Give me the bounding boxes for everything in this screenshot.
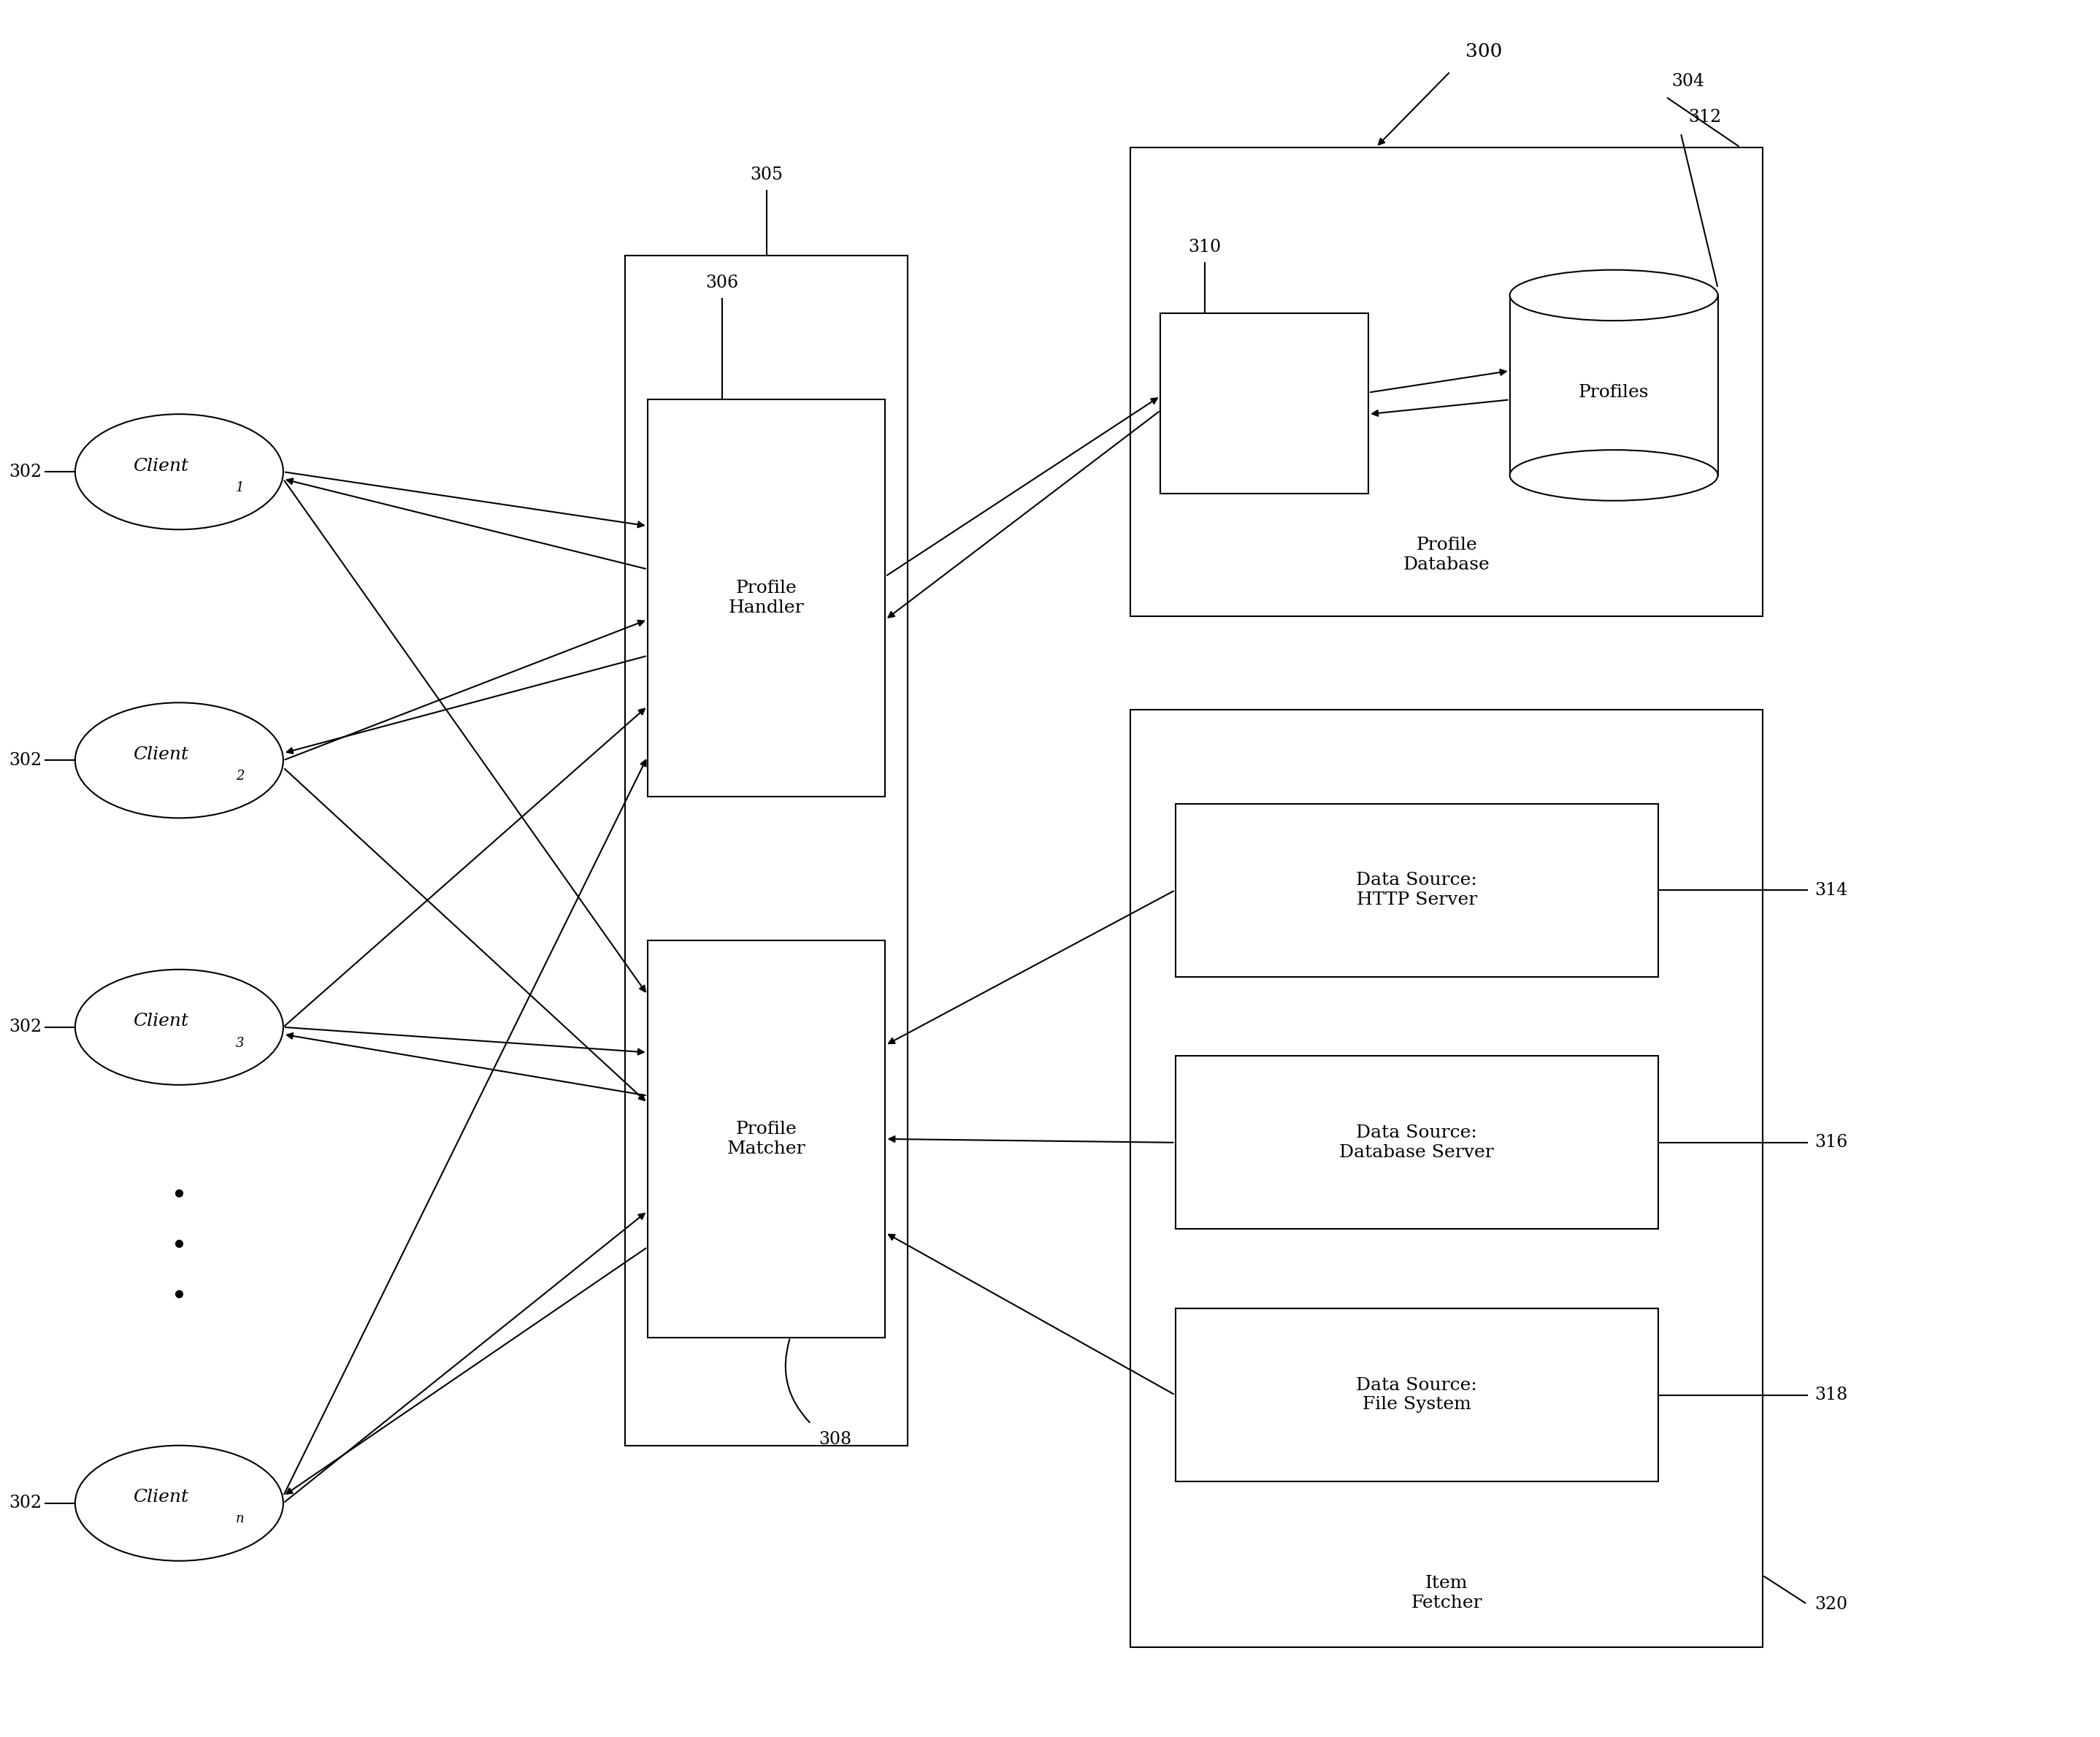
Text: Client: Client [132, 747, 189, 763]
Ellipse shape [76, 413, 284, 530]
Bar [647, 400, 886, 796]
Text: 3: 3 [235, 1037, 244, 1049]
Text: 306: 306 [706, 274, 739, 292]
Text: 310: 310 [1189, 238, 1222, 255]
Text: Data Source:
File System: Data Source: File System [1357, 1377, 1478, 1414]
Text: Profile
Matcher: Profile Matcher [727, 1120, 806, 1157]
Text: 318: 318 [1814, 1386, 1848, 1403]
Text: 314: 314 [1814, 882, 1848, 898]
Bar [1176, 1308, 1659, 1482]
Text: Profiles: Profiles [1579, 384, 1648, 401]
Ellipse shape [1510, 269, 1718, 321]
Text: Index: Index [1239, 394, 1289, 412]
Text: Profile
Handler: Profile Handler [729, 580, 804, 617]
Ellipse shape [76, 1445, 284, 1562]
Bar [1161, 313, 1369, 493]
Text: 300: 300 [1466, 42, 1501, 61]
Text: 302: 302 [8, 752, 42, 769]
Ellipse shape [1510, 450, 1718, 500]
Text: 1: 1 [235, 481, 244, 495]
Text: 302: 302 [8, 1020, 42, 1035]
Text: Client: Client [132, 1489, 189, 1506]
Text: 320: 320 [1814, 1596, 1848, 1612]
Text: Client: Client [132, 1013, 189, 1030]
Text: 304: 304 [1672, 73, 1705, 90]
Text: Client: Client [132, 457, 189, 474]
Bar [1510, 295, 1718, 476]
Text: 305: 305 [750, 167, 783, 184]
Text: 2: 2 [235, 769, 244, 783]
Ellipse shape [76, 969, 284, 1086]
Bar [626, 255, 907, 1445]
Text: n: n [235, 1513, 244, 1525]
Text: Data Source:
Database Server: Data Source: Database Server [1340, 1124, 1493, 1160]
Text: 308: 308 [819, 1431, 851, 1449]
Bar [1176, 804, 1659, 976]
Bar [1130, 710, 1762, 1647]
Text: 302: 302 [8, 464, 42, 479]
Text: 312: 312 [1688, 109, 1722, 125]
Bar [647, 941, 886, 1337]
Bar [1130, 148, 1762, 617]
Text: Profile
Database: Profile Database [1403, 537, 1489, 573]
Ellipse shape [76, 703, 284, 818]
Text: Item
Fetcher: Item Fetcher [1411, 1575, 1483, 1612]
Text: 302: 302 [8, 1496, 42, 1511]
Bar [1176, 1056, 1659, 1230]
Text: Data Source:
HTTP Server: Data Source: HTTP Server [1357, 872, 1478, 908]
Text: 316: 316 [1814, 1134, 1848, 1152]
